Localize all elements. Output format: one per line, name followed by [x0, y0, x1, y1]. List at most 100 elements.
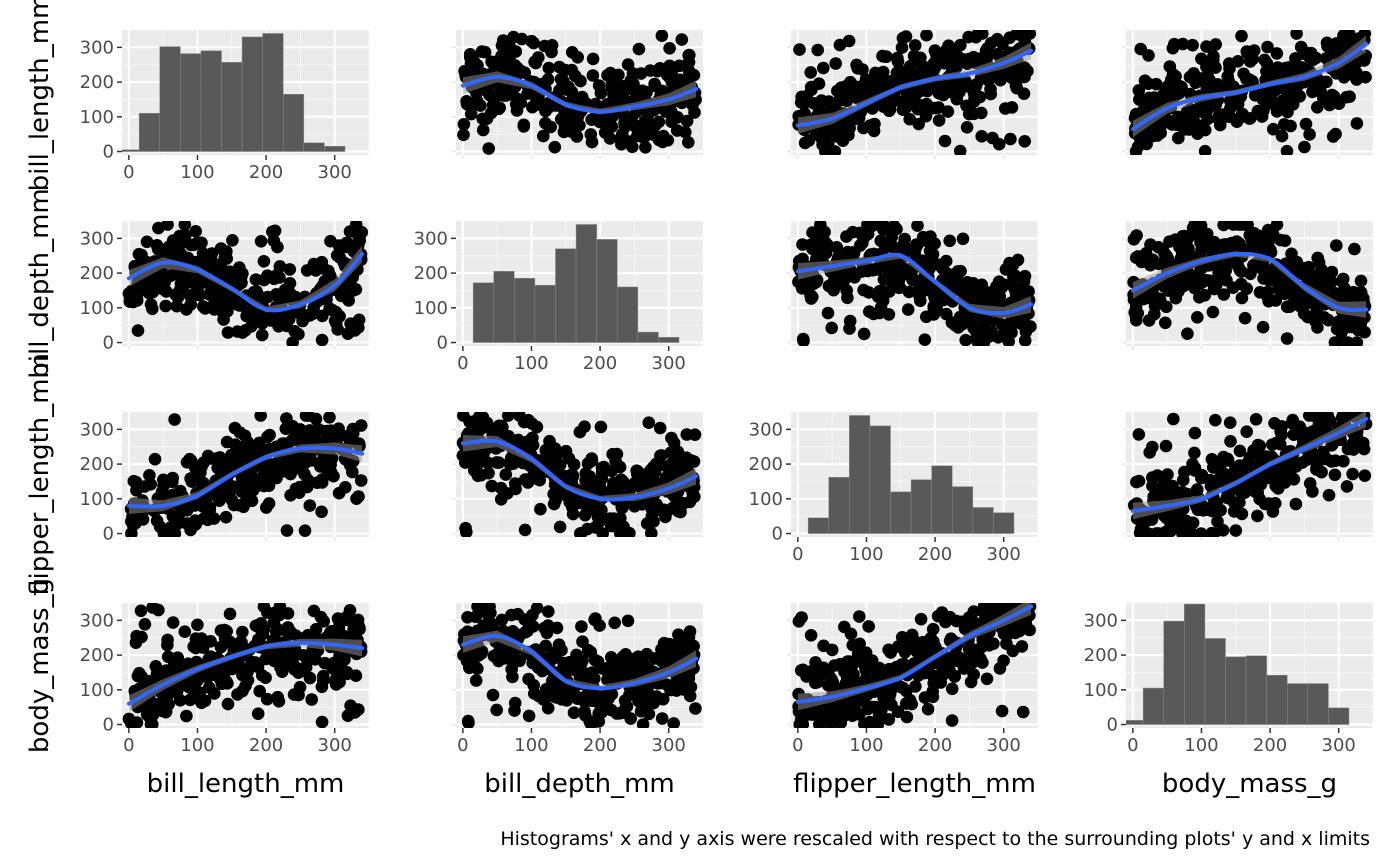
- data-point: [616, 650, 630, 664]
- data-point: [1205, 526, 1218, 537]
- data-point: [131, 324, 145, 337]
- data-point: [1163, 60, 1177, 73]
- y-tick-label: 300: [80, 419, 114, 440]
- data-point: [178, 278, 191, 291]
- smooth-line: [460, 438, 699, 502]
- data-point: [994, 67, 1007, 81]
- panel-bill_depth_mm-vs-flipper_length_mm: [787, 220, 1039, 350]
- data-point: [505, 608, 518, 622]
- data-point: [895, 658, 908, 671]
- panel-axes: [452, 428, 670, 541]
- data-point: [315, 333, 329, 346]
- x-tick-label: 100: [180, 735, 214, 756]
- data-point: [1195, 244, 1208, 257]
- data-point: [315, 680, 329, 694]
- data-point: [630, 464, 643, 478]
- data-point: [1346, 467, 1359, 481]
- data-point: [221, 697, 235, 711]
- data-point: [861, 227, 875, 241]
- data-point: [1346, 437, 1359, 451]
- data-point: [862, 286, 875, 299]
- data-point: [245, 655, 258, 669]
- data-point: [239, 324, 252, 337]
- data-point: [1128, 306, 1141, 319]
- data-point: [1159, 316, 1172, 330]
- data-point: [538, 39, 551, 53]
- data-point: [945, 714, 959, 727]
- data-point: [1191, 311, 1204, 324]
- data-point: [1281, 105, 1294, 119]
- data-point: [948, 47, 962, 60]
- histogram-bar: [616, 286, 639, 343]
- data-point: [670, 674, 684, 687]
- data-point: [689, 702, 702, 715]
- data-point: [547, 455, 560, 469]
- data-point: [502, 429, 515, 443]
- data-point: [594, 420, 608, 434]
- data-point: [189, 673, 203, 686]
- data-point: [604, 651, 618, 664]
- data-point: [898, 646, 912, 659]
- data-point: [881, 239, 895, 253]
- data-point: [1341, 336, 1355, 346]
- data-point: [315, 473, 329, 486]
- histogram-bar: [221, 62, 243, 152]
- histogram-bar: [828, 477, 850, 534]
- data-point: [584, 128, 598, 141]
- data-point: [459, 521, 472, 535]
- data-point: [975, 106, 988, 120]
- data-point: [997, 654, 1010, 667]
- data-point: [583, 715, 597, 728]
- data-point: [1217, 288, 1231, 301]
- data-point: [530, 420, 544, 434]
- data-point: [631, 128, 645, 142]
- x-tick-label: 300: [987, 544, 1021, 565]
- x-tick-label: 0: [1127, 735, 1138, 756]
- data-point: [198, 493, 211, 507]
- data-point: [134, 604, 148, 618]
- data-point: [352, 490, 365, 503]
- data-point: [1186, 38, 1199, 52]
- data-point: [1011, 253, 1025, 267]
- data-point: [815, 94, 828, 107]
- data-point: [1196, 275, 1209, 289]
- data-point: [566, 507, 580, 521]
- panel-body_mass_g-vs-body_mass_g: 00 100 100 200 200 300 300: [1084, 602, 1374, 756]
- data-point: [1235, 291, 1249, 305]
- data-point: [796, 238, 809, 251]
- data-point: [578, 420, 591, 434]
- data-point: [1322, 313, 1335, 327]
- data-point: [159, 285, 173, 298]
- data-point: [223, 265, 236, 279]
- data-point: [341, 613, 355, 627]
- data-point: [315, 505, 328, 519]
- smooth-line: [126, 445, 365, 509]
- panel-content: [122, 221, 369, 346]
- data-point: [1008, 269, 1021, 282]
- data-point: [1016, 705, 1030, 719]
- data-point: [901, 90, 914, 104]
- data-point: [978, 321, 992, 334]
- data-point: [1127, 293, 1141, 307]
- data-point: [538, 621, 551, 635]
- histogram-bar: [910, 479, 932, 534]
- data-point: [499, 468, 513, 481]
- data-point: [527, 679, 540, 692]
- data-point: [168, 413, 181, 426]
- data-point: [138, 618, 152, 631]
- data-point: [502, 86, 516, 99]
- data-point: [348, 629, 362, 643]
- x-tick-label: 300: [1322, 735, 1356, 756]
- data-point: [901, 303, 915, 316]
- data-point: [992, 137, 1006, 151]
- data-point: [309, 412, 323, 426]
- data-point: [221, 326, 235, 339]
- data-point: [1240, 425, 1253, 439]
- data-point: [513, 412, 526, 422]
- data-point: [903, 60, 917, 73]
- data-point: [1320, 36, 1334, 50]
- data-point: [596, 662, 609, 675]
- y-tick-label: 0: [772, 524, 783, 545]
- data-point: [193, 288, 206, 302]
- data-point: [521, 87, 534, 100]
